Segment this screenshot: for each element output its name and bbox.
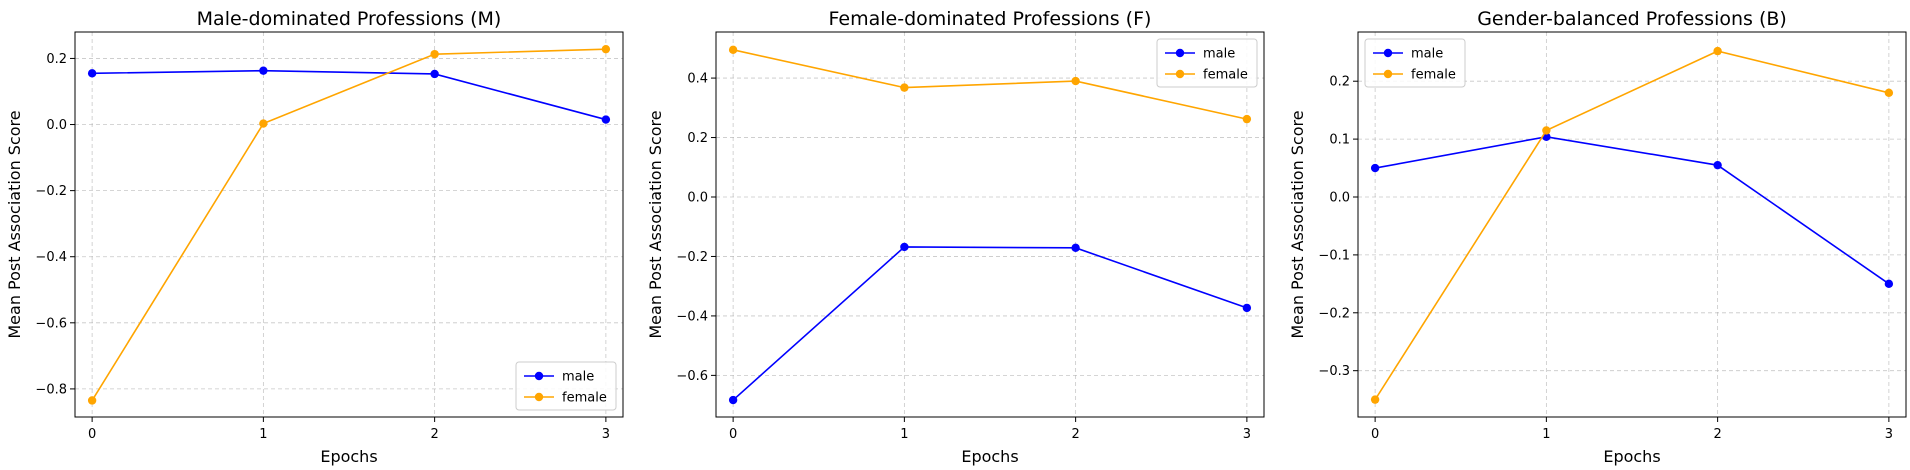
y-tick-label: −0.2 [1318,306,1350,321]
data-point-male [259,66,268,75]
x-tick-label: 3 [602,427,610,442]
y-tick-label: 0.2 [687,131,708,146]
chart-title: Gender-balanced Professions (B) [1477,8,1787,30]
y-tick-label: 0.0 [46,118,67,133]
legend-marker-female [534,392,544,402]
data-point-male [1242,303,1252,313]
data-point-male [728,395,738,405]
x-axis-label: Epochs [961,447,1018,466]
data-point-female [259,119,268,128]
x-axis-label: Epochs [320,447,377,466]
data-point-female [1242,114,1252,124]
x-axis-label: Epochs [1603,447,1660,466]
y-tick-label: −0.8 [35,382,67,397]
series-line-male [732,246,1248,401]
data-point-female [1370,395,1380,404]
y-tick-label: −0.4 [676,309,708,324]
y-tick-label: −0.6 [676,369,708,384]
data-point-female [1884,88,1894,97]
plot-frame [715,31,1265,418]
plot-frame [1357,31,1907,418]
x-tick-label: 3 [1885,427,1893,442]
data-point-female [87,396,97,405]
y-tick-label: −0.4 [35,250,67,265]
data-point-male [430,69,439,79]
data-point-female [728,45,738,55]
data-point-male [601,115,611,124]
legend: male female [1156,38,1258,88]
chart-title: Male-dominated Professions (M) [197,8,502,30]
x-tick-label: 0 [729,427,737,442]
legend-label-male: male [1411,47,1443,62]
x-tick-label: 1 [1542,427,1550,442]
data-point-male [1370,163,1380,173]
series-line-male [92,69,607,121]
legend-marker-male [534,371,544,381]
y-tick-label: 0.4 [687,72,708,87]
data-point-male [900,242,909,252]
data-point-female [1713,46,1722,56]
panel-male-dominated: 0 1 2 3 −0.8 −0.6 −0.4 −0.2 0.0 0.2 Male-dominated… [5,8,624,466]
data-point-male [1713,160,1722,170]
plot-frame [74,31,624,418]
legend-marker-female [1175,69,1185,79]
x-tick-label: 2 [1071,427,1079,442]
y-tick-label: −0.6 [35,316,67,331]
y-tick-label: 0.1 [1329,133,1350,148]
y-axis-label: Mean Post Association Score [5,110,24,338]
chart-title: Female-dominated Professions (F) [829,8,1152,30]
y-axis-label: Mean Post Association Score [646,110,665,338]
y-tick-label: 0.2 [46,52,67,67]
y-tick-label: −0.2 [676,250,708,265]
legend-label-female: female [562,391,607,406]
legend: male female [1364,38,1466,88]
x-tick-label: 3 [1243,427,1251,442]
legend-marker-male [1175,48,1185,58]
y-tick-label: 0.2 [1329,75,1350,90]
legend: male female [515,361,617,411]
x-tick-label: 2 [1713,427,1721,442]
data-point-male [1884,279,1894,289]
series-line-female [91,48,606,401]
data-point-female [1542,126,1551,135]
data-point-female [601,44,611,54]
x-tick-label: 1 [259,427,267,442]
data-point-female [1071,76,1080,86]
x-tick-label: 0 [88,427,96,442]
panel-female-dominated: 0 1 2 3 −0.6 −0.4 −0.2 0.0 0.2 0.4 Female-dominate… [646,8,1265,466]
legend-label-female: female [1203,68,1248,83]
legend-label-male: male [1203,47,1235,62]
y-tick-label: −0.3 [1318,364,1350,379]
series-line-male [1374,135,1890,285]
y-tick-label: 0.0 [687,191,708,206]
legend-label-female: female [1411,68,1456,83]
legend-marker-female [1383,69,1393,79]
x-tick-label: 2 [430,427,438,442]
legend-label-male: male [562,370,594,385]
legend-marker-male [1383,48,1393,58]
data-point-male [87,69,97,78]
y-tick-label: 0.0 [1329,191,1350,206]
data-point-male [1071,243,1080,253]
data-point-female [900,83,909,92]
y-tick-label: −0.2 [35,184,67,199]
x-tick-label: 0 [1371,427,1379,442]
panel-gender-balanced: 0 1 2 3 −0.3 −0.2 −0.1 0.0 0.1 0.2 Gender-balanced… [1288,8,1907,466]
x-tick-label: 1 [900,427,908,442]
y-axis-label: Mean Post Association Score [1288,110,1307,338]
series-line-female [732,49,1248,120]
y-tick-label: −0.1 [1318,248,1350,263]
series-line-female [1374,50,1890,401]
data-point-female [430,49,439,59]
